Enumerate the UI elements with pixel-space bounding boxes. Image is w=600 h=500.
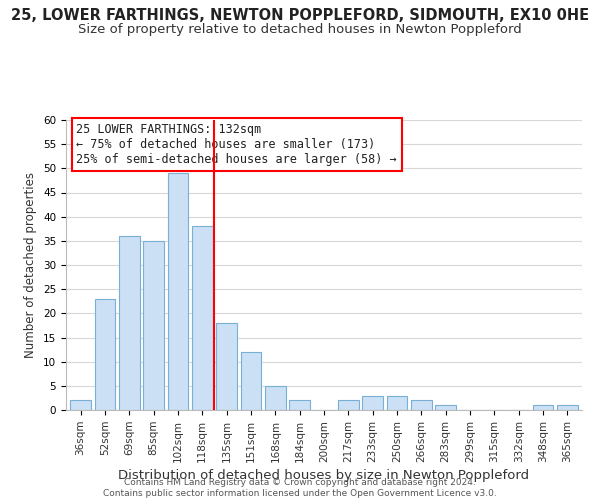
Bar: [143, 241, 164, 410]
Bar: [167, 173, 188, 410]
Bar: [216, 323, 237, 410]
Bar: [192, 226, 212, 410]
Bar: [533, 405, 553, 410]
Bar: [338, 400, 359, 410]
Bar: [436, 405, 456, 410]
Bar: [241, 352, 262, 410]
Y-axis label: Number of detached properties: Number of detached properties: [25, 172, 37, 358]
Bar: [289, 400, 310, 410]
Bar: [557, 405, 578, 410]
Bar: [265, 386, 286, 410]
Text: 25 LOWER FARTHINGS: 132sqm
← 75% of detached houses are smaller (173)
25% of sem: 25 LOWER FARTHINGS: 132sqm ← 75% of deta…: [76, 123, 397, 166]
Bar: [70, 400, 91, 410]
Bar: [95, 299, 115, 410]
Text: Size of property relative to detached houses in Newton Poppleford: Size of property relative to detached ho…: [78, 22, 522, 36]
Text: Contains HM Land Registry data © Crown copyright and database right 2024.
Contai: Contains HM Land Registry data © Crown c…: [103, 478, 497, 498]
Bar: [119, 236, 140, 410]
Bar: [362, 396, 383, 410]
Text: 25, LOWER FARTHINGS, NEWTON POPPLEFORD, SIDMOUTH, EX10 0HE: 25, LOWER FARTHINGS, NEWTON POPPLEFORD, …: [11, 8, 589, 22]
Bar: [386, 396, 407, 410]
Bar: [411, 400, 432, 410]
X-axis label: Distribution of detached houses by size in Newton Poppleford: Distribution of detached houses by size …: [118, 469, 530, 482]
